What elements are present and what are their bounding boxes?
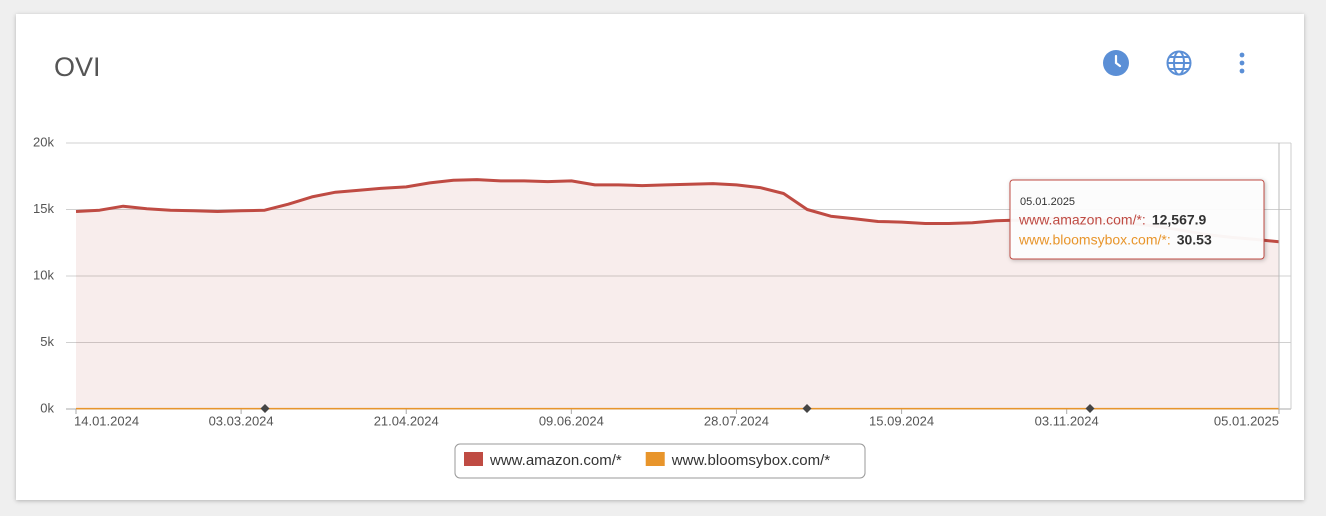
x-tick-label: 14.01.2024 [74, 413, 139, 428]
x-tick-label: 28.07.2024 [704, 413, 769, 428]
tooltip-box [1009, 179, 1265, 260]
menu-button[interactable] [1229, 50, 1255, 76]
event-markers [260, 404, 1095, 413]
y-tick-label: 20k [33, 134, 54, 149]
y-tick-label: 15k [33, 201, 54, 216]
tooltip-label: www.amazon.com/*: [1018, 212, 1146, 228]
x-tick-label: 09.06.2024 [539, 413, 604, 428]
event-marker [802, 404, 812, 413]
tooltip-value: 30.53 [1177, 232, 1212, 248]
x-tick-label: 05.01.2025 [1214, 413, 1279, 428]
event-marker [1085, 404, 1095, 413]
x-tick-label: 21.04.2024 [374, 413, 439, 428]
history-button[interactable] [1103, 50, 1129, 76]
legend-swatch [645, 452, 665, 466]
x-tick-label: 15.09.2024 [869, 413, 934, 428]
legend-label: www.amazon.com/* [489, 452, 622, 469]
y-tick-label: 10k [33, 267, 54, 282]
x-tick-label: 03.03.2024 [209, 413, 274, 428]
x-tick-label: 03.11.2024 [1035, 413, 1099, 428]
chart-title: OVI [54, 52, 101, 82]
y-tick-label: 0k [40, 400, 54, 415]
legend-label: www.bloomsybox.com/* [671, 452, 831, 469]
tooltip-value: 12,567.9 [1152, 212, 1207, 228]
y-tick-label: 5k [40, 334, 54, 349]
series-area [76, 179, 1279, 409]
tooltip-label: www.bloomsybox.com/*: [1018, 232, 1171, 248]
event-marker [260, 404, 270, 413]
country-button[interactable] [1166, 50, 1192, 76]
tooltip-date: 05.01.2025 [1020, 196, 1075, 208]
legend-swatch [464, 452, 483, 466]
